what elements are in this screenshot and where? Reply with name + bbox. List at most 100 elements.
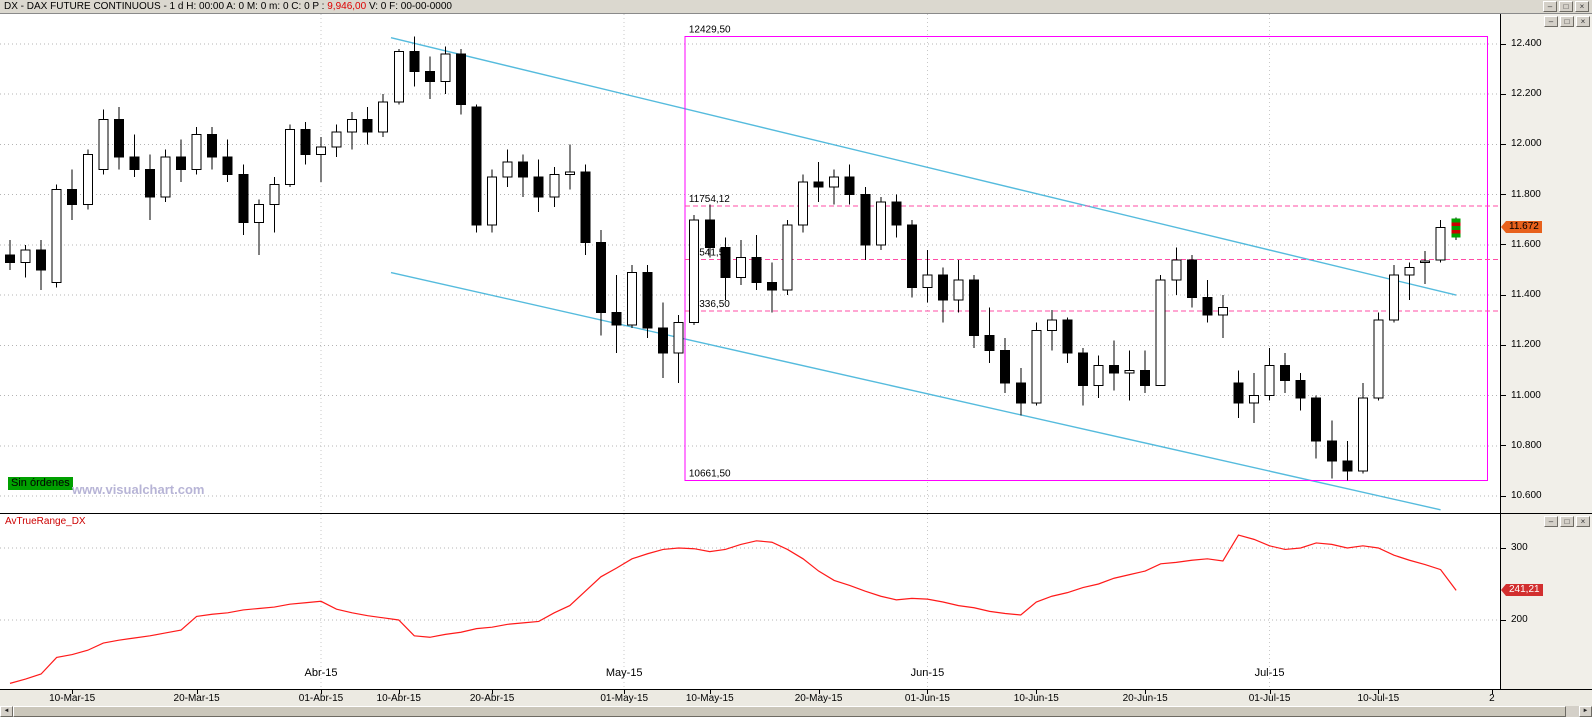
close-icon[interactable]: ×: [1575, 1, 1589, 12]
price-tick: [1501, 43, 1506, 45]
candle: [36, 249, 47, 271]
minimize-icon[interactable]: –: [1544, 516, 1558, 527]
candle: [1295, 379, 1306, 399]
candle: [67, 189, 78, 206]
candle: [782, 224, 793, 291]
candle: [1046, 319, 1057, 331]
atr-tick: [1501, 547, 1506, 549]
candle: [409, 51, 420, 73]
current-candle: [1451, 229, 1461, 234]
atr-line: [9, 534, 1457, 684]
candle: [1264, 364, 1275, 397]
minimize-icon[interactable]: –: [1543, 1, 1557, 12]
candle: [1171, 259, 1182, 281]
candle: [1373, 319, 1384, 399]
month-label: May-15: [606, 667, 643, 679]
time-tick: [1378, 690, 1380, 694]
price-tick: [1501, 344, 1506, 346]
price-chart-panel[interactable]: 12429,5010661,5011754,1211541,5011336,50…: [0, 14, 1500, 513]
horizontal-scrollbar[interactable]: ◄ ►: [0, 706, 1592, 717]
chart-title-suffix: V: 0 F: 00-00-0000: [366, 1, 452, 12]
minimize-icon[interactable]: –: [1544, 16, 1558, 27]
candle: [938, 274, 948, 301]
candle: [1326, 440, 1337, 462]
time-tick: [1491, 690, 1493, 694]
time-tick-label: 10-Mar-15: [49, 693, 96, 704]
candle: [393, 51, 404, 103]
price-axis[interactable]: – □ × 11.672 12.400 12.200 12.000 11.800 11.…: [1500, 14, 1592, 513]
time-tick: [624, 690, 626, 694]
candle: [20, 249, 31, 263]
time-tick: [492, 690, 494, 694]
candle: [269, 184, 280, 206]
atr-marker-arrow-icon: [1501, 584, 1506, 597]
candle: [144, 169, 155, 198]
candle: [160, 156, 171, 198]
candle: [906, 224, 917, 289]
candle: [222, 156, 233, 176]
candle: [471, 106, 482, 226]
atr-indicator-panel[interactable]: Abr-15 May-15 Jun-15 Jul-15 AvTrueRange_DX: [0, 513, 1500, 689]
maximize-icon[interactable]: □: [1560, 516, 1574, 527]
time-tick: [927, 690, 929, 694]
time-tick: [398, 690, 400, 694]
maximize-icon[interactable]: □: [1559, 1, 1573, 12]
atr-chart-svg[interactable]: Abr-15 May-15 Jun-15 Jul-15: [0, 514, 1500, 689]
candle: [813, 181, 824, 188]
close-icon[interactable]: ×: [1576, 16, 1590, 27]
candle: [1093, 364, 1104, 387]
scroll-left-button[interactable]: ◄: [0, 706, 13, 717]
box-top-price-label: 12429,50: [689, 25, 731, 36]
candle: [82, 153, 93, 206]
month-label: Abr-15: [304, 667, 337, 679]
candle: [191, 133, 202, 171]
candle: [642, 272, 653, 329]
trendline[interactable]: [390, 271, 1441, 511]
time-tick-label: 01-Jun-15: [904, 693, 950, 704]
candle: [176, 156, 187, 171]
current-candle: [1451, 226, 1461, 230]
candle: [1388, 274, 1399, 321]
level-price-label: 11754,12: [689, 194, 730, 205]
time-tick-label: 10-May-15: [685, 693, 734, 704]
atr-axis[interactable]: – □ × 241,21 300 200: [1500, 513, 1592, 689]
time-tick: [1145, 690, 1147, 694]
candle: [627, 272, 637, 326]
chart-title-text: DX - DAX FUTURE CONTINUOUS - 1 d H: 00:0…: [4, 1, 328, 12]
orders-status-badge: Sin órdenes: [8, 477, 73, 490]
candle: [549, 174, 560, 198]
maximize-icon[interactable]: □: [1560, 16, 1574, 27]
price-tick-label: 10.800: [1511, 439, 1542, 451]
candle: [658, 327, 669, 354]
time-tick-label: 10-Jul-15: [1357, 693, 1400, 704]
candle: [533, 176, 544, 198]
candle: [798, 181, 809, 226]
candle: [129, 156, 140, 171]
time-tick-label: 01-May-15: [600, 693, 649, 704]
trendline[interactable]: [390, 37, 1457, 296]
atr-tick-label: 300: [1511, 542, 1528, 553]
candle: [766, 282, 777, 291]
candle: [751, 256, 762, 284]
watermark: www.visualchart.com: [72, 482, 205, 497]
candle: [891, 201, 902, 226]
candle: [689, 219, 700, 324]
close-icon[interactable]: ×: [1576, 516, 1590, 527]
candle: [1280, 364, 1291, 381]
candle: [284, 128, 295, 186]
candle: [518, 161, 529, 178]
price-tick: [1501, 445, 1506, 447]
candle: [922, 274, 933, 289]
scroll-right-button[interactable]: ►: [1579, 706, 1592, 717]
candle: [735, 256, 746, 279]
candle: [953, 279, 964, 301]
candle: [1031, 329, 1042, 404]
atr-value-badge: 241,21: [1501, 584, 1543, 597]
annotation-box[interactable]: [684, 36, 1488, 482]
price-marker-arrow-icon: [1501, 220, 1506, 233]
time-tick: [72, 690, 74, 694]
scrollbar-thumb[interactable]: [13, 706, 1566, 717]
candle: [1357, 397, 1368, 472]
candle: [455, 53, 466, 105]
